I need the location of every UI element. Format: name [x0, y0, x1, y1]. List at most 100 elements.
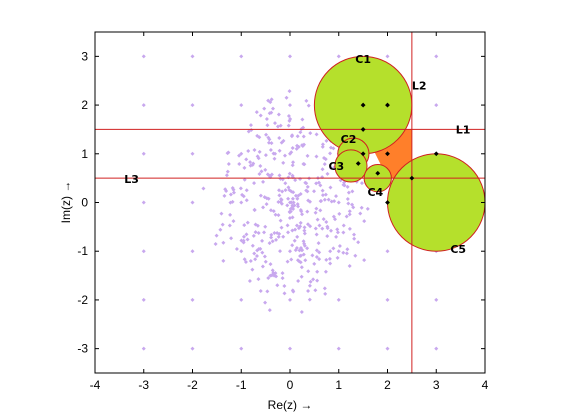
background-point [362, 258, 367, 263]
background-point [308, 224, 313, 229]
background-point [434, 54, 439, 59]
background-point [264, 132, 269, 137]
background-point [257, 149, 262, 154]
background-point [336, 54, 341, 59]
background-point [306, 103, 311, 108]
background-point [328, 261, 333, 266]
background-point [290, 228, 295, 233]
background-point [314, 132, 319, 137]
background-point [237, 161, 242, 166]
background-point [298, 260, 303, 265]
background-point [316, 180, 321, 185]
background-point [325, 234, 330, 239]
background-point [258, 113, 263, 118]
background-point [295, 196, 300, 201]
center-point [385, 200, 390, 205]
background-point [311, 277, 316, 282]
background-point [273, 121, 278, 126]
background-point [231, 190, 236, 195]
background-point [290, 146, 295, 151]
background-point [260, 250, 265, 255]
circle-c5 [387, 153, 485, 252]
background-point [335, 227, 340, 232]
background-point [267, 241, 272, 246]
background-point [288, 103, 292, 108]
background-point [315, 278, 320, 283]
center-point [360, 102, 366, 108]
background-point [331, 246, 336, 251]
background-point [247, 278, 252, 283]
background-point [335, 230, 340, 235]
background-point [258, 193, 263, 198]
background-point [347, 263, 352, 268]
background-point [288, 297, 292, 302]
background-point [328, 151, 333, 156]
background-point [239, 54, 244, 59]
background-point [342, 183, 347, 188]
background-point [289, 134, 294, 139]
background-point [248, 123, 253, 128]
background-point [336, 249, 341, 254]
background-point [263, 167, 268, 172]
background-point [314, 154, 319, 159]
background-point [281, 234, 286, 239]
background-point [222, 193, 227, 198]
background-point [324, 220, 329, 225]
background-point [218, 227, 223, 232]
background-point [258, 288, 263, 293]
background-point [282, 153, 287, 158]
background-point [239, 346, 244, 351]
background-point [313, 288, 318, 293]
background-point [276, 199, 281, 204]
background-point [294, 223, 299, 228]
background-point [221, 258, 226, 263]
y-tick-label: 3 [81, 49, 88, 63]
background-point [277, 135, 282, 140]
background-point [266, 196, 271, 201]
background-point [242, 177, 247, 182]
background-point [276, 213, 281, 218]
background-point [336, 200, 341, 205]
background-point [253, 230, 258, 235]
background-point [313, 226, 318, 231]
background-point [275, 283, 280, 288]
background-point [239, 238, 244, 243]
background-point [356, 240, 361, 245]
background-point [286, 230, 291, 235]
background-point [345, 247, 350, 252]
background-point [269, 141, 274, 146]
background-point [304, 98, 309, 103]
background-point [276, 234, 281, 239]
background-point [385, 249, 390, 254]
background-point [434, 297, 439, 302]
background-point [250, 267, 255, 272]
x-axis-label: Re(z) → [268, 398, 313, 412]
background-point [299, 265, 304, 270]
background-point [269, 110, 274, 115]
background-point [324, 257, 329, 262]
background-point [319, 198, 324, 203]
center-point [433, 151, 439, 157]
background-point [298, 220, 303, 225]
background-point [328, 185, 333, 190]
background-point [263, 224, 268, 229]
background-point [305, 246, 310, 251]
background-point [347, 209, 352, 214]
background-point [287, 89, 292, 94]
background-point [272, 230, 277, 235]
background-point [228, 212, 233, 217]
background-point [268, 147, 273, 152]
background-point [190, 249, 195, 254]
background-point [225, 151, 230, 156]
background-point [239, 249, 244, 254]
background-point [270, 268, 275, 273]
background-point [262, 254, 267, 259]
background-point [295, 258, 300, 263]
background-point [312, 261, 317, 266]
background-point [305, 209, 310, 214]
background-point [325, 226, 330, 231]
background-point [288, 54, 292, 59]
background-point [317, 250, 322, 255]
background-point [266, 275, 271, 280]
